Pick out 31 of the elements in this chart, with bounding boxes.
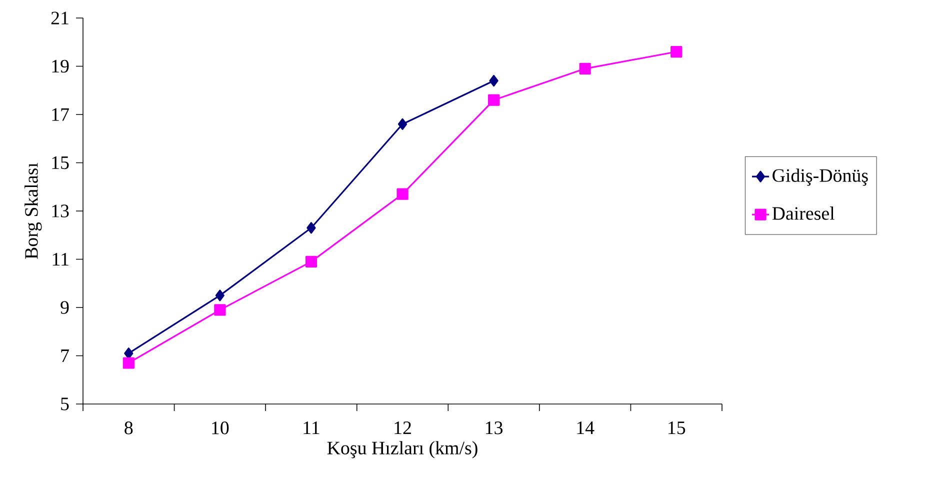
- point: [305, 256, 318, 268]
- point: [122, 357, 134, 369]
- point: [215, 290, 224, 302]
- y-tick-label: 15: [52, 156, 69, 170]
- x-tick-label: 15: [668, 422, 686, 434]
- point: [306, 222, 316, 234]
- y-tick-label: 5: [61, 398, 69, 410]
- point: [214, 304, 226, 316]
- y-tick-label: 11: [52, 253, 68, 266]
- x-tick-label: 14: [577, 422, 594, 434]
- x-tick-label: 11: [304, 422, 320, 434]
- x-tick-label: 10: [212, 422, 229, 434]
- y-tick-label: 19: [52, 60, 69, 73]
- legend-label: Dairesel: [772, 206, 834, 220]
- point: [579, 62, 591, 74]
- y-tick-label: 13: [52, 204, 69, 218]
- point: [488, 94, 500, 106]
- x-tick-label: 8: [124, 422, 133, 434]
- point: [670, 46, 682, 58]
- y-axis-title: Borg Skalası: [24, 162, 42, 259]
- point: [489, 74, 498, 87]
- legend-label: Gidiş-Dönüş: [772, 168, 868, 186]
- x-axis-title: Koşu Hızları (km/s): [327, 441, 478, 458]
- y-tick-label: 7: [61, 350, 69, 362]
- point: [396, 188, 408, 200]
- y-tick-label: 21: [51, 12, 68, 24]
- point: [398, 118, 408, 130]
- y-tick-label: 17: [52, 108, 69, 121]
- x-tick-label: 12: [394, 422, 411, 434]
- y-tick-label: 9: [60, 301, 69, 314]
- x-tick-label: 13: [486, 422, 503, 434]
